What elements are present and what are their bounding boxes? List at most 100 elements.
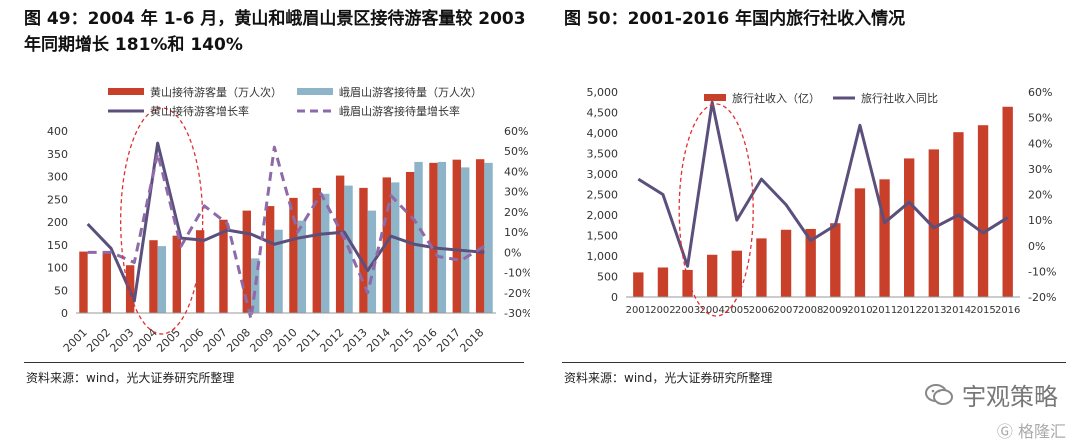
x-tick-label: 2015 — [387, 326, 416, 355]
bar — [312, 187, 321, 313]
y-right-tick-label: -10% — [504, 267, 530, 280]
bar — [79, 251, 88, 313]
bar — [633, 272, 644, 297]
x-tick-label: 2004 — [699, 305, 724, 316]
legend-swatch — [108, 88, 144, 95]
bar — [452, 159, 461, 313]
series-line-dashed — [87, 145, 486, 321]
bar — [682, 269, 693, 297]
bar — [251, 258, 260, 313]
bar — [149, 240, 158, 313]
bar — [830, 223, 841, 297]
y-left-tick-label: 50 — [54, 284, 68, 297]
y-left-tick-label: 4,000 — [587, 127, 619, 140]
y-right-tick-label: -20% — [1028, 291, 1056, 304]
bar — [219, 219, 228, 313]
bar — [102, 251, 111, 313]
travel-agency-revenue-chart: 0 500 1,000 1,500 2,000 2,500 3,000 3,500 4,000 4… — [587, 86, 1056, 317]
x-tick-label: 2006 — [749, 305, 774, 316]
x-tick-label: 2002 — [650, 305, 675, 316]
bar — [157, 246, 167, 313]
x-tick-label: 2003 — [675, 305, 700, 316]
x-tick-label: 2011 — [294, 326, 323, 355]
x-tick-label: 2010 — [271, 326, 300, 355]
wechat-icon — [925, 383, 953, 405]
bar — [484, 162, 493, 313]
bar — [657, 267, 669, 297]
y-right-tick-label: 40% — [504, 165, 528, 178]
bar — [195, 230, 205, 313]
bar — [335, 175, 345, 313]
y-left-tick-label: 100 — [47, 262, 68, 275]
y-left-tick-label: 1,500 — [587, 230, 619, 243]
chart-source: 资料来源：wind，光大证券研究所整理 — [26, 371, 235, 385]
y-left-tick-label: 2,500 — [587, 189, 619, 202]
series-line — [86, 141, 485, 303]
y-right-tick-label: 20% — [504, 206, 528, 219]
bar — [242, 210, 251, 313]
y-right-tick-label: 0% — [504, 246, 521, 259]
series-line — [637, 100, 1009, 268]
x-tick-label: 2003 — [107, 326, 136, 355]
bar — [391, 182, 400, 313]
highlight-ellipse — [678, 103, 754, 317]
legend-label: 旅行社收入（亿） — [732, 91, 820, 105]
highlight-ellipse — [120, 107, 204, 335]
bar — [904, 158, 915, 297]
platform-logo-icon: Ⓖ — [996, 422, 1013, 441]
bar — [756, 238, 767, 297]
y-right-tick-label: 40% — [1028, 137, 1052, 150]
x-tick-label: 2005 — [154, 326, 183, 355]
y-right-tick-label: -30% — [504, 307, 530, 320]
y-left-tick-label: 400 — [47, 125, 68, 138]
chart-title-line-1: 图 49：2004 年 1-6 月，黄山和峨眉山景区接待游客量较 2003 — [24, 9, 526, 29]
y-right-tick-label: 30% — [1028, 163, 1052, 176]
bar — [879, 179, 890, 297]
watermark-brand: 宇观策略 — [924, 377, 1058, 412]
bar — [731, 250, 742, 297]
y-right-tick-label: 60% — [1028, 86, 1052, 99]
y-right-tick-label: 10% — [1028, 214, 1052, 227]
bar — [437, 161, 447, 313]
bar — [382, 177, 391, 313]
x-tick-label: 2002 — [84, 326, 113, 355]
y-right-tick-label: 20% — [1028, 189, 1052, 202]
legend-label: 黄山接待游客量（万人次） — [150, 85, 282, 99]
x-tick-label: 2007 — [773, 305, 798, 316]
x-tick-label: 2014 — [946, 305, 971, 316]
y-left-tick-label: 500 — [597, 271, 618, 284]
legend-label: 黄山接待游客增长率 — [150, 104, 249, 118]
tourist-volume-chart: 0 50 100 150 200 250 300 350 400 -30% -20% -10% 0% 10… — [47, 85, 530, 355]
legend-swatch — [297, 88, 333, 95]
legend-label: 峨眉山游客接待量（万人次） — [339, 85, 482, 99]
chart-title: 图 49：2004 年 1-6 月，黄山和峨眉山景区接待游客量较 2003 年同… — [24, 6, 526, 58]
y-right-tick-label: 50% — [504, 145, 528, 158]
x-tick-label: 2005 — [724, 305, 749, 316]
bar — [414, 161, 423, 313]
y-left-tick-label: 200 — [47, 216, 68, 229]
watermark-platform-text: 格隆汇 — [1017, 422, 1066, 441]
y-left-tick-label: 1,000 — [587, 250, 619, 263]
x-tick-label: 2016 — [411, 326, 440, 355]
x-tick-label: 2008 — [224, 326, 253, 355]
x-tick-label: 2016 — [995, 305, 1020, 316]
y-right-tick-label: -10% — [1028, 265, 1056, 278]
bar — [265, 206, 275, 313]
source-divider — [24, 362, 524, 363]
chart-title-line-2: 年同期增长 181%和 140% — [24, 35, 243, 55]
x-tick-label: 2015 — [970, 305, 995, 316]
y-left-tick-label: 150 — [47, 239, 68, 252]
bar — [805, 228, 816, 297]
watermark-platform: Ⓖ 格隆汇 — [997, 418, 1066, 442]
bar — [928, 149, 939, 297]
y-right-tick-label: 10% — [504, 226, 528, 239]
bar — [1002, 106, 1013, 297]
bar — [321, 193, 330, 313]
y-right-tick-label: 50% — [1028, 112, 1052, 125]
x-tick-label: 2007 — [201, 326, 230, 355]
bar — [854, 188, 866, 297]
legend-label: 峨眉山游客接待量增长率 — [339, 104, 460, 118]
legend-label: 旅行社收入同比 — [861, 91, 938, 105]
x-tick-label: 2011 — [872, 305, 897, 316]
x-tick-label: 2009 — [247, 326, 276, 355]
